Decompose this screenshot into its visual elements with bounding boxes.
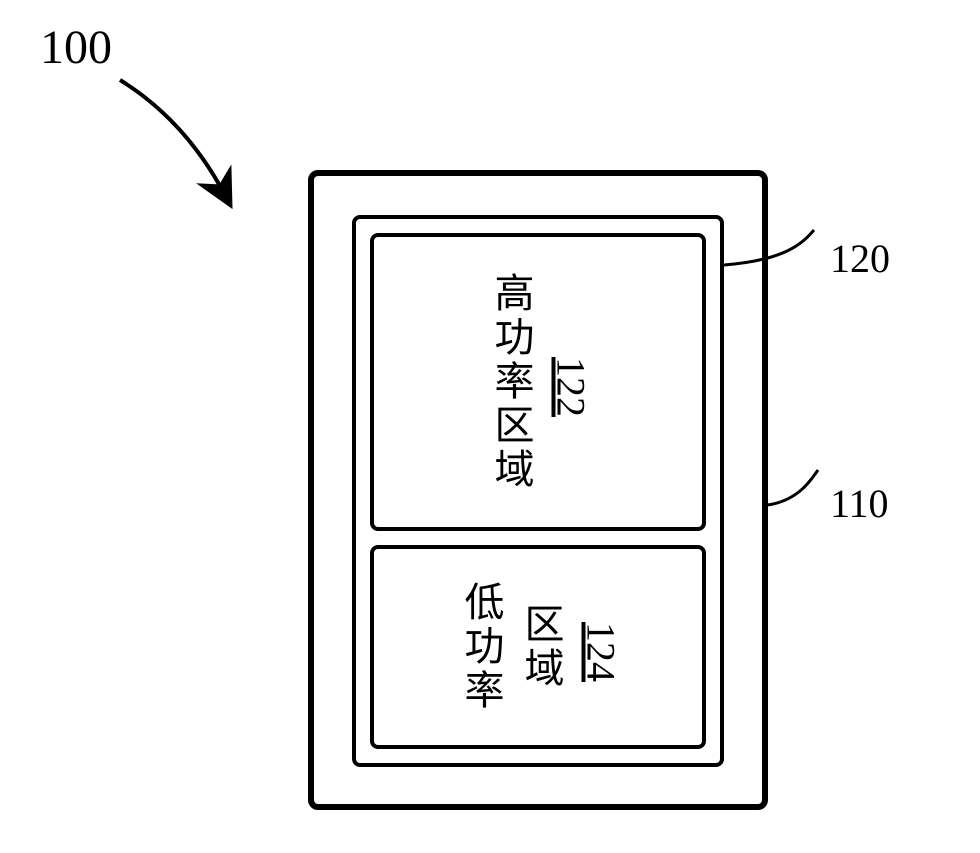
high-power-ref: 122 bbox=[548, 357, 595, 417]
callout-label-120: 120 bbox=[830, 235, 890, 282]
overall-ref-label: 100 bbox=[40, 20, 112, 75]
high-power-region-122: 高功率区域 122 bbox=[370, 233, 706, 531]
low-power-label-line1: 低功率 bbox=[452, 581, 510, 713]
high-power-label: 高功率区域 bbox=[482, 272, 540, 492]
overall-arrow bbox=[120, 80, 225, 195]
callout-label-110: 110 bbox=[830, 480, 889, 527]
callout-curve-110 bbox=[768, 470, 818, 505]
low-power-region-124: 低功率 区域 124 bbox=[370, 545, 706, 749]
low-power-label-line2: 区域 bbox=[512, 603, 570, 691]
low-power-ref: 124 bbox=[578, 622, 625, 682]
diagram-canvas: 100 高功率区域 122 低功率 区域 124 120 110 bbox=[0, 0, 980, 853]
